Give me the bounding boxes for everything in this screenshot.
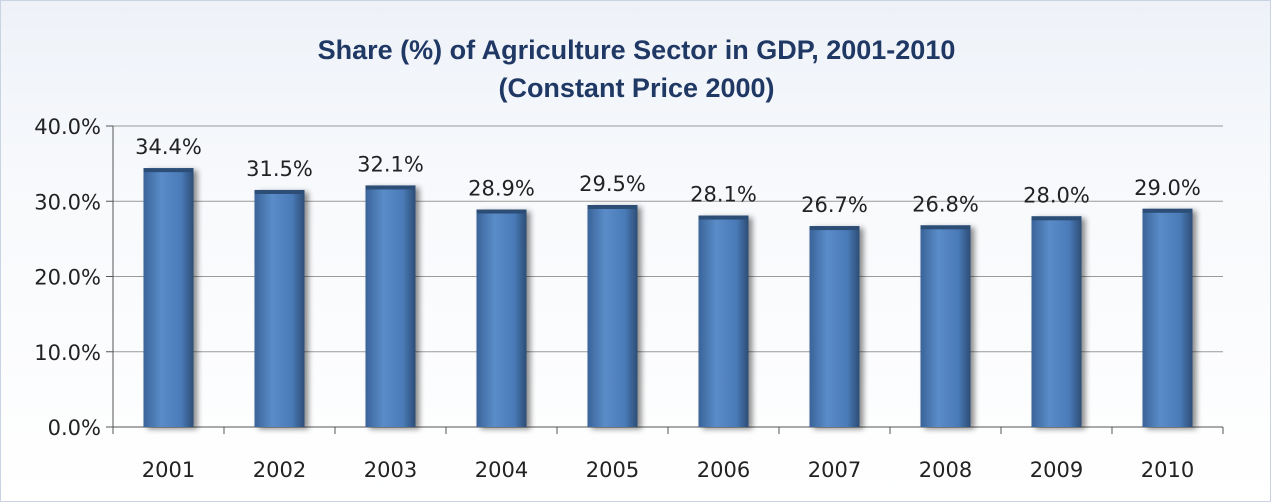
data-label: 29.5% — [579, 172, 646, 196]
bar-2003 — [365, 185, 416, 427]
y-tick-label: 20.0% — [34, 266, 101, 290]
bar-2006 — [698, 215, 749, 427]
x-category-label: 2003 — [364, 458, 417, 482]
data-label: 31.5% — [246, 157, 313, 181]
bar-cap — [1031, 216, 1082, 221]
bar-cap — [920, 225, 971, 230]
bar-cap — [1142, 208, 1193, 213]
bar-cap — [254, 189, 305, 194]
data-label: 28.9% — [468, 177, 535, 201]
y-tick-label: 40.0% — [34, 115, 101, 139]
bar-cap — [587, 205, 638, 210]
bar-2009 — [1031, 216, 1082, 427]
bar-cap — [476, 209, 527, 214]
x-category-label: 2008 — [919, 458, 972, 482]
data-label: 29.0% — [1134, 176, 1201, 200]
x-category-label: 2005 — [586, 458, 639, 482]
y-tick-label: 10.0% — [34, 341, 101, 365]
data-label: 26.8% — [912, 192, 979, 216]
data-label: 28.1% — [690, 183, 757, 207]
bar-2001 — [143, 168, 194, 427]
bar-2007 — [809, 226, 860, 427]
bar-cap — [809, 226, 860, 231]
bar-2002 — [254, 189, 305, 427]
labels: 0.0% 10.0% 20.0% 30.0% 40.0% 34.4% 2001 31.5% 20… — [34, 115, 1201, 482]
x-category-label: 2006 — [697, 458, 750, 482]
bar-2010 — [1142, 208, 1193, 427]
bars — [143, 168, 1193, 427]
x-category-label: 2001 — [142, 458, 195, 482]
bar-cap — [698, 215, 749, 220]
data-label: 28.0% — [1023, 183, 1090, 207]
x-category-label: 2007 — [808, 458, 861, 482]
chart-subtitle: (Constant Price 2000) — [498, 73, 775, 103]
chart-title-line: Share (%) of Agriculture Sector in GDP, … — [317, 35, 956, 65]
data-label: 34.4% — [135, 135, 202, 159]
bar-2008 — [920, 225, 971, 427]
bar-cap — [365, 185, 416, 190]
y-tick-label: 30.0% — [34, 190, 101, 214]
chart-title: Share (%) of Agriculture Sector in GDP, … — [1, 31, 1271, 107]
x-category-label: 2010 — [1141, 458, 1194, 482]
bar-2005 — [587, 205, 638, 427]
x-category-label: 2002 — [253, 458, 306, 482]
x-category-label: 2009 — [1030, 458, 1083, 482]
bar-cap — [143, 168, 194, 173]
x-category-label: 2004 — [475, 458, 528, 482]
bar-2004 — [476, 209, 527, 427]
y-tick-label: 0.0% — [48, 416, 101, 440]
data-label: 32.1% — [357, 152, 424, 176]
data-label: 26.7% — [801, 193, 868, 217]
